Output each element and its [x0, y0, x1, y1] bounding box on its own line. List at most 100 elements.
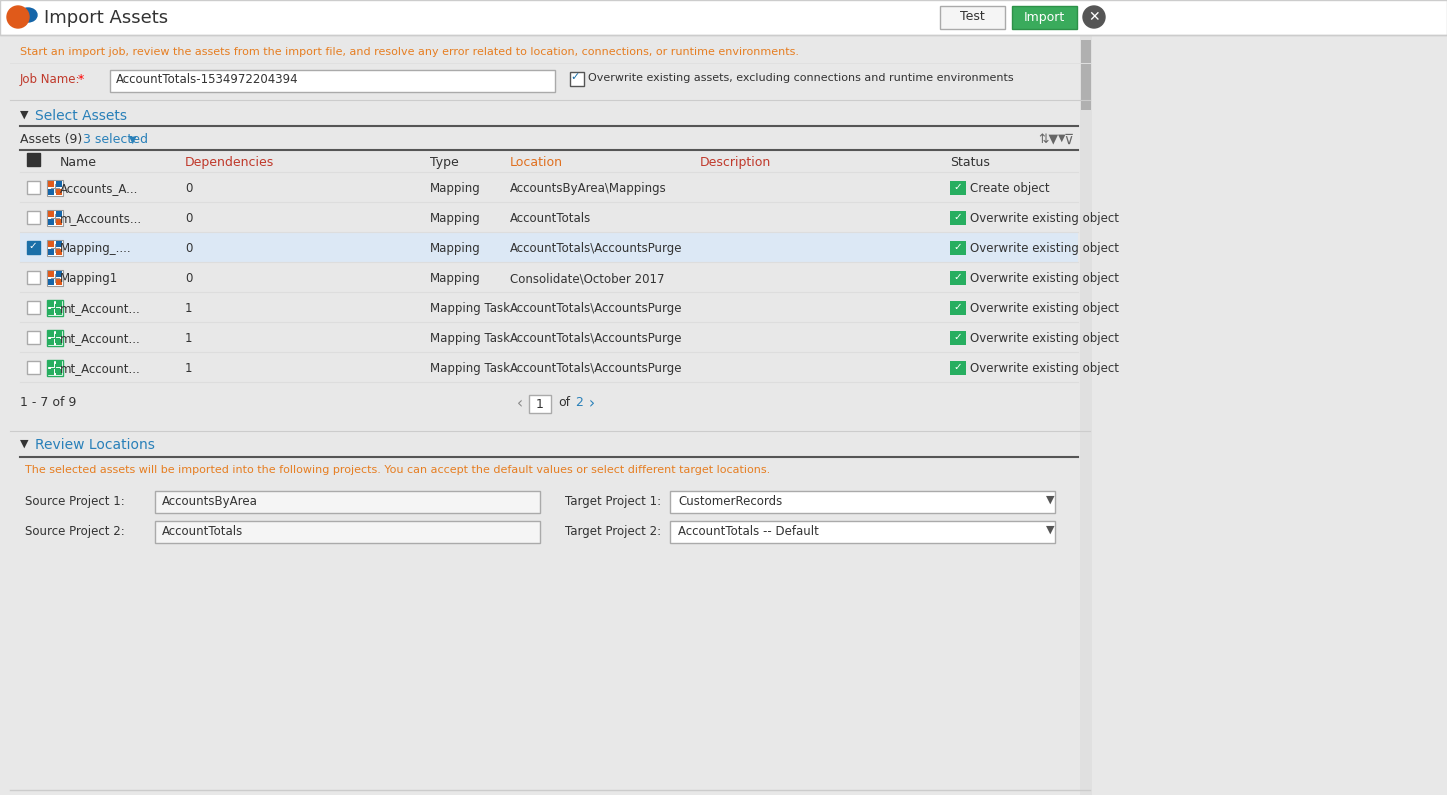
Text: Select Assets: Select Assets	[35, 109, 127, 123]
Text: AccountTotals -- Default: AccountTotals -- Default	[679, 525, 819, 538]
Text: ✓: ✓	[954, 272, 962, 282]
Bar	[48, 309, 54, 315]
Bar	[27, 301, 41, 314]
Text: CustomerRecords: CustomerRecords	[679, 495, 783, 508]
Bar	[951, 361, 967, 375]
Text: Mapping Task: Mapping Task	[430, 302, 509, 315]
Text: ‹: ‹	[517, 396, 522, 411]
Bar	[56, 279, 62, 285]
Bar	[951, 181, 967, 195]
Bar	[48, 181, 54, 187]
Bar	[56, 309, 62, 315]
Text: AccountTotals\AccountsPurge: AccountTotals\AccountsPurge	[509, 302, 683, 315]
Text: mt_Account...: mt_Account...	[59, 332, 140, 345]
Bar	[110, 70, 556, 92]
Bar	[48, 279, 54, 285]
Text: Import Assets: Import Assets	[43, 9, 168, 27]
Bar	[951, 331, 967, 345]
Bar	[10, 35, 1090, 795]
Text: Source Project 2:: Source Project 2:	[25, 525, 124, 538]
Bar	[46, 180, 64, 196]
Text: Overwrite existing object: Overwrite existing object	[969, 242, 1119, 255]
Bar	[1079, 35, 1092, 795]
Bar	[530, 395, 551, 413]
Text: Type: Type	[430, 156, 459, 169]
Text: mt_Account...: mt_Account...	[59, 302, 140, 315]
Text: AccountTotals\AccountsPurge: AccountTotals\AccountsPurge	[509, 332, 683, 345]
Text: Accounts_A...: Accounts_A...	[59, 182, 139, 195]
Text: 0: 0	[185, 212, 192, 225]
Text: Mapping Task: Mapping Task	[430, 332, 509, 345]
Text: of: of	[559, 396, 570, 409]
Bar	[46, 300, 64, 316]
Bar	[27, 271, 41, 284]
Text: Overwrite existing assets, excluding connections and runtime environments: Overwrite existing assets, excluding con…	[587, 73, 1014, 83]
Text: AccountTotals: AccountTotals	[162, 525, 243, 538]
Ellipse shape	[19, 8, 38, 22]
Text: Assets (9): Assets (9)	[20, 133, 82, 146]
Bar	[48, 331, 54, 337]
Text: ✓: ✓	[570, 72, 579, 82]
Text: ✓: ✓	[954, 242, 962, 252]
Bar	[27, 361, 41, 374]
Text: ✓: ✓	[954, 212, 962, 222]
Bar	[56, 369, 62, 375]
Text: Mapping Task: Mapping Task	[430, 362, 509, 375]
Text: 1: 1	[185, 332, 192, 345]
Bar	[951, 301, 967, 315]
Bar	[27, 211, 41, 224]
Bar	[48, 249, 54, 255]
Bar	[27, 181, 41, 194]
Bar	[570, 72, 585, 86]
Text: ✓: ✓	[954, 302, 962, 312]
Bar	[27, 153, 41, 166]
Text: Target Project 1:: Target Project 1:	[564, 495, 661, 508]
Bar	[46, 270, 64, 286]
Text: Mapping: Mapping	[430, 212, 480, 225]
Text: ▼: ▼	[1058, 133, 1065, 143]
Text: AccountTotals\AccountsPurge: AccountTotals\AccountsPurge	[509, 242, 683, 255]
Text: Location: Location	[509, 156, 563, 169]
Text: mt_Account...: mt_Account...	[59, 362, 140, 375]
Bar	[56, 211, 62, 217]
Text: AccountsByArea\Mappings: AccountsByArea\Mappings	[509, 182, 667, 195]
Text: Overwrite existing object: Overwrite existing object	[969, 362, 1119, 375]
Text: ▼: ▼	[20, 439, 29, 449]
Bar	[46, 360, 64, 376]
Text: Consolidate\October 2017: Consolidate\October 2017	[509, 272, 664, 285]
Bar	[670, 491, 1055, 513]
Bar	[56, 301, 62, 307]
Bar	[1081, 40, 1091, 110]
Bar	[670, 521, 1055, 543]
Text: ▼: ▼	[1046, 495, 1055, 505]
Bar	[0, 0, 1447, 35]
Text: Mapping: Mapping	[430, 182, 480, 195]
Bar	[941, 6, 1006, 29]
Text: 0: 0	[185, 242, 192, 255]
Text: Mapping_....: Mapping_....	[59, 242, 132, 255]
Bar	[48, 219, 54, 225]
Bar	[48, 339, 54, 345]
Text: 0: 0	[185, 182, 192, 195]
Bar	[56, 271, 62, 277]
Text: 1: 1	[185, 302, 192, 315]
Text: AccountTotals-1534972204394: AccountTotals-1534972204394	[116, 73, 298, 86]
Text: ✓: ✓	[954, 362, 962, 372]
Text: Create object: Create object	[969, 182, 1049, 195]
Bar	[56, 189, 62, 195]
Bar	[27, 241, 41, 254]
Bar	[46, 210, 64, 226]
Bar	[951, 241, 967, 255]
Text: AccountTotals\AccountsPurge: AccountTotals\AccountsPurge	[509, 362, 683, 375]
Bar	[48, 369, 54, 375]
Bar	[46, 330, 64, 346]
Text: Start an import job, review the assets from the import file, and resolve any err: Start an import job, review the assets f…	[20, 47, 799, 57]
Bar	[48, 189, 54, 195]
Bar	[46, 240, 64, 256]
Text: ✓: ✓	[27, 241, 36, 251]
Bar	[56, 339, 62, 345]
Text: Description: Description	[700, 156, 771, 169]
Bar	[56, 361, 62, 367]
Text: ✓: ✓	[954, 332, 962, 342]
Bar	[56, 181, 62, 187]
